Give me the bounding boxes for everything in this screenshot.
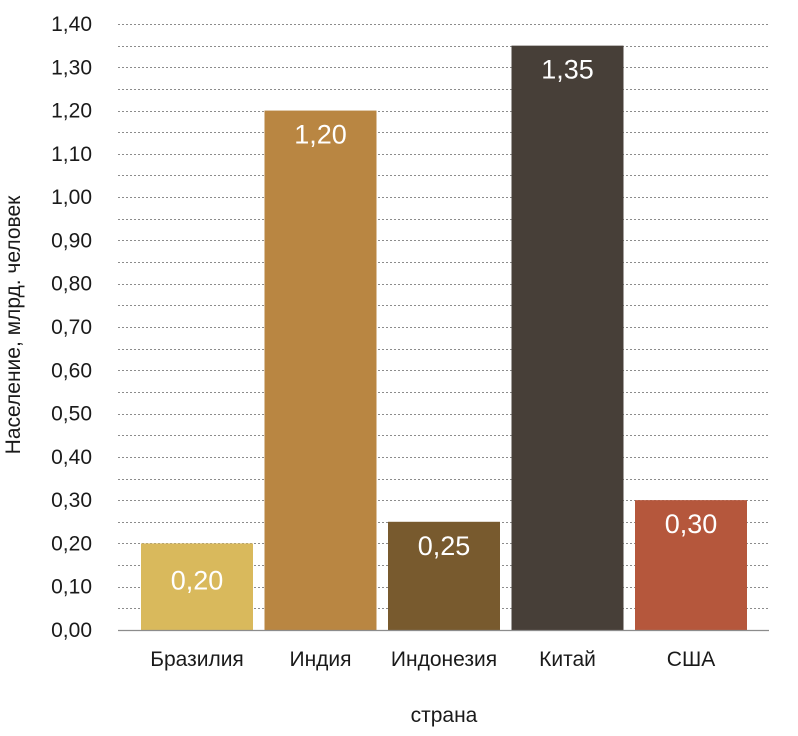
x-category-label: Индонезия — [391, 648, 497, 671]
data-label: 1,20 — [294, 120, 347, 150]
bar — [264, 110, 377, 631]
x-category-label: Индия — [289, 648, 351, 671]
bar — [141, 543, 253, 630]
y-tick-label: 0,10 — [51, 576, 92, 599]
bars — [141, 45, 747, 631]
y-tick-label: 0,80 — [51, 273, 92, 296]
y-tick-label: 0,70 — [51, 316, 92, 339]
x-axis-title: страна — [411, 704, 478, 727]
y-tick-label: 1,10 — [51, 143, 92, 166]
x-axis-categories: Бразилия Индия Индонезия Китай США — [150, 648, 715, 671]
data-label: 0,25 — [418, 531, 471, 561]
y-tick-label: 1,20 — [51, 100, 92, 123]
bar — [511, 45, 624, 630]
y-tick-label: 1,30 — [51, 56, 92, 79]
y-tick-label: 0,60 — [51, 359, 92, 382]
y-tick-label: 1,40 — [51, 13, 92, 36]
data-label: 0,30 — [665, 509, 718, 539]
y-tick-label: 0,00 — [51, 619, 92, 642]
x-category-label: Бразилия — [150, 648, 244, 671]
y-tick-label: 0,90 — [51, 229, 92, 252]
x-category-label: США — [667, 648, 715, 671]
bar — [635, 500, 747, 630]
y-tick-label: 0,50 — [51, 403, 92, 426]
y-axis-title: Население, млрд. человек — [2, 195, 25, 454]
data-label: 0,20 — [171, 565, 224, 595]
data-label: 1,35 — [541, 55, 594, 85]
y-tick-label: 0,20 — [51, 532, 92, 555]
y-tick-label: 0,40 — [51, 446, 92, 469]
y-axis-ticks: 0,00 0,10 0,20 0,30 0,40 0,50 0,60 0,70 0,80 0,90… — [51, 13, 92, 642]
y-tick-label: 1,00 — [51, 186, 92, 209]
x-category-label: Китай — [539, 648, 596, 671]
bar — [388, 521, 500, 630]
y-tick-label: 0,30 — [51, 489, 92, 512]
gridlines — [118, 24, 769, 609]
data-labels: 0,20 1,20 0,25 1,35 0,30 — [171, 55, 718, 596]
